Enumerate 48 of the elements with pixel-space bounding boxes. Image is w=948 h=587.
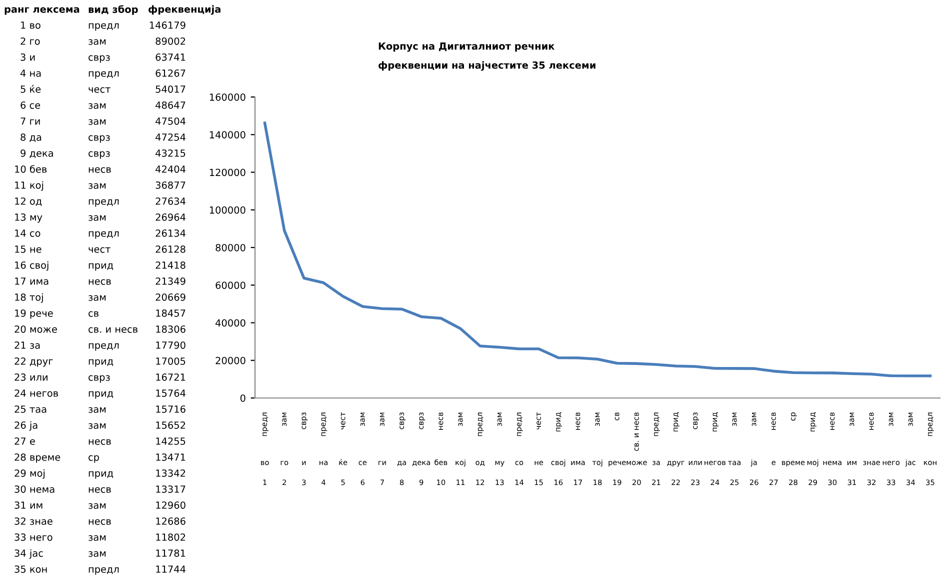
y-tick-label: 160000 [210, 93, 246, 101]
text: 19 рече св 18457 [15, 309, 186, 319]
text: 10 бев несв 42404 [15, 165, 186, 173]
chart-subtitle: фреквенции на најчестите 35 лексеми [378, 61, 596, 71]
text: 3 и сврз 63741 [20, 53, 186, 63]
y-tick-label: 80000 [216, 244, 246, 252]
y-tick-label: 140000 [210, 131, 246, 138]
y-tick-label: 20000 [216, 356, 246, 364]
y-tick-label: 120000 [210, 168, 246, 176]
text: 25 таа зам 15716 [14, 405, 186, 413]
text: 6 се зам 48647 [20, 101, 186, 109]
text: 13 му зам 26964 [15, 213, 186, 223]
text: 1 во предл 146179 [21, 21, 186, 31]
text: 18 тој зам 20669 [15, 293, 186, 303]
text: 9 дека сврз 43215 [20, 149, 186, 159]
y-tick-label: 40000 [216, 319, 246, 327]
text: 33 него зам 11802 [14, 533, 186, 541]
y-tick-label: 100000 [210, 206, 246, 214]
text: 34 јас зам 11781 [14, 549, 186, 559]
text: 23 или сврз 16721 [14, 373, 186, 383]
text: 4 на предл 61267 [20, 69, 186, 79]
text: 17 има несв 21349 [15, 277, 186, 285]
y-tick-label: 0 [240, 394, 246, 402]
text: 14 со предл 26134 [15, 229, 186, 239]
text: 28 време ср 13471 [14, 453, 186, 463]
text: 12 од предл 27634 [15, 197, 186, 207]
text: 20 може св. и несв 18306 [14, 325, 186, 333]
text: 22 друг прид 17005 [14, 357, 186, 367]
text: 8 да сврз 47254 [20, 133, 186, 143]
text: ранг лексема вид збор фреквенција [4, 5, 220, 15]
text: 16 свој прид 21418 [15, 261, 186, 271]
text: 27 е несв 14255 [14, 437, 186, 445]
text: 21 за предл 17790 [14, 341, 186, 351]
text: 5 ќе чест 54017 [20, 84, 186, 93]
text: 31 им зам 12960 [14, 501, 186, 509]
y-tick-label: 60000 [216, 282, 246, 289]
text: 26 ја зам 15652 [14, 421, 186, 431]
text: 35 кон предл 11744 [14, 565, 186, 575]
text: 15 не чест 26128 [15, 245, 186, 253]
text: 11 кој зам 36877 [15, 181, 186, 191]
chart-title: Корпус на Дигиталниот речник [378, 42, 555, 52]
line-series [263, 122, 932, 378]
text: 24 негов прид 15764 [14, 389, 186, 399]
text: 30 нема несв 13317 [14, 485, 186, 493]
text: 7 ги зам 47504 [20, 117, 186, 125]
text: 29 мој прид 13342 [14, 469, 186, 479]
text: 2 го зам 89002 [20, 37, 186, 45]
text: 32 знае несв 12686 [14, 517, 186, 525]
